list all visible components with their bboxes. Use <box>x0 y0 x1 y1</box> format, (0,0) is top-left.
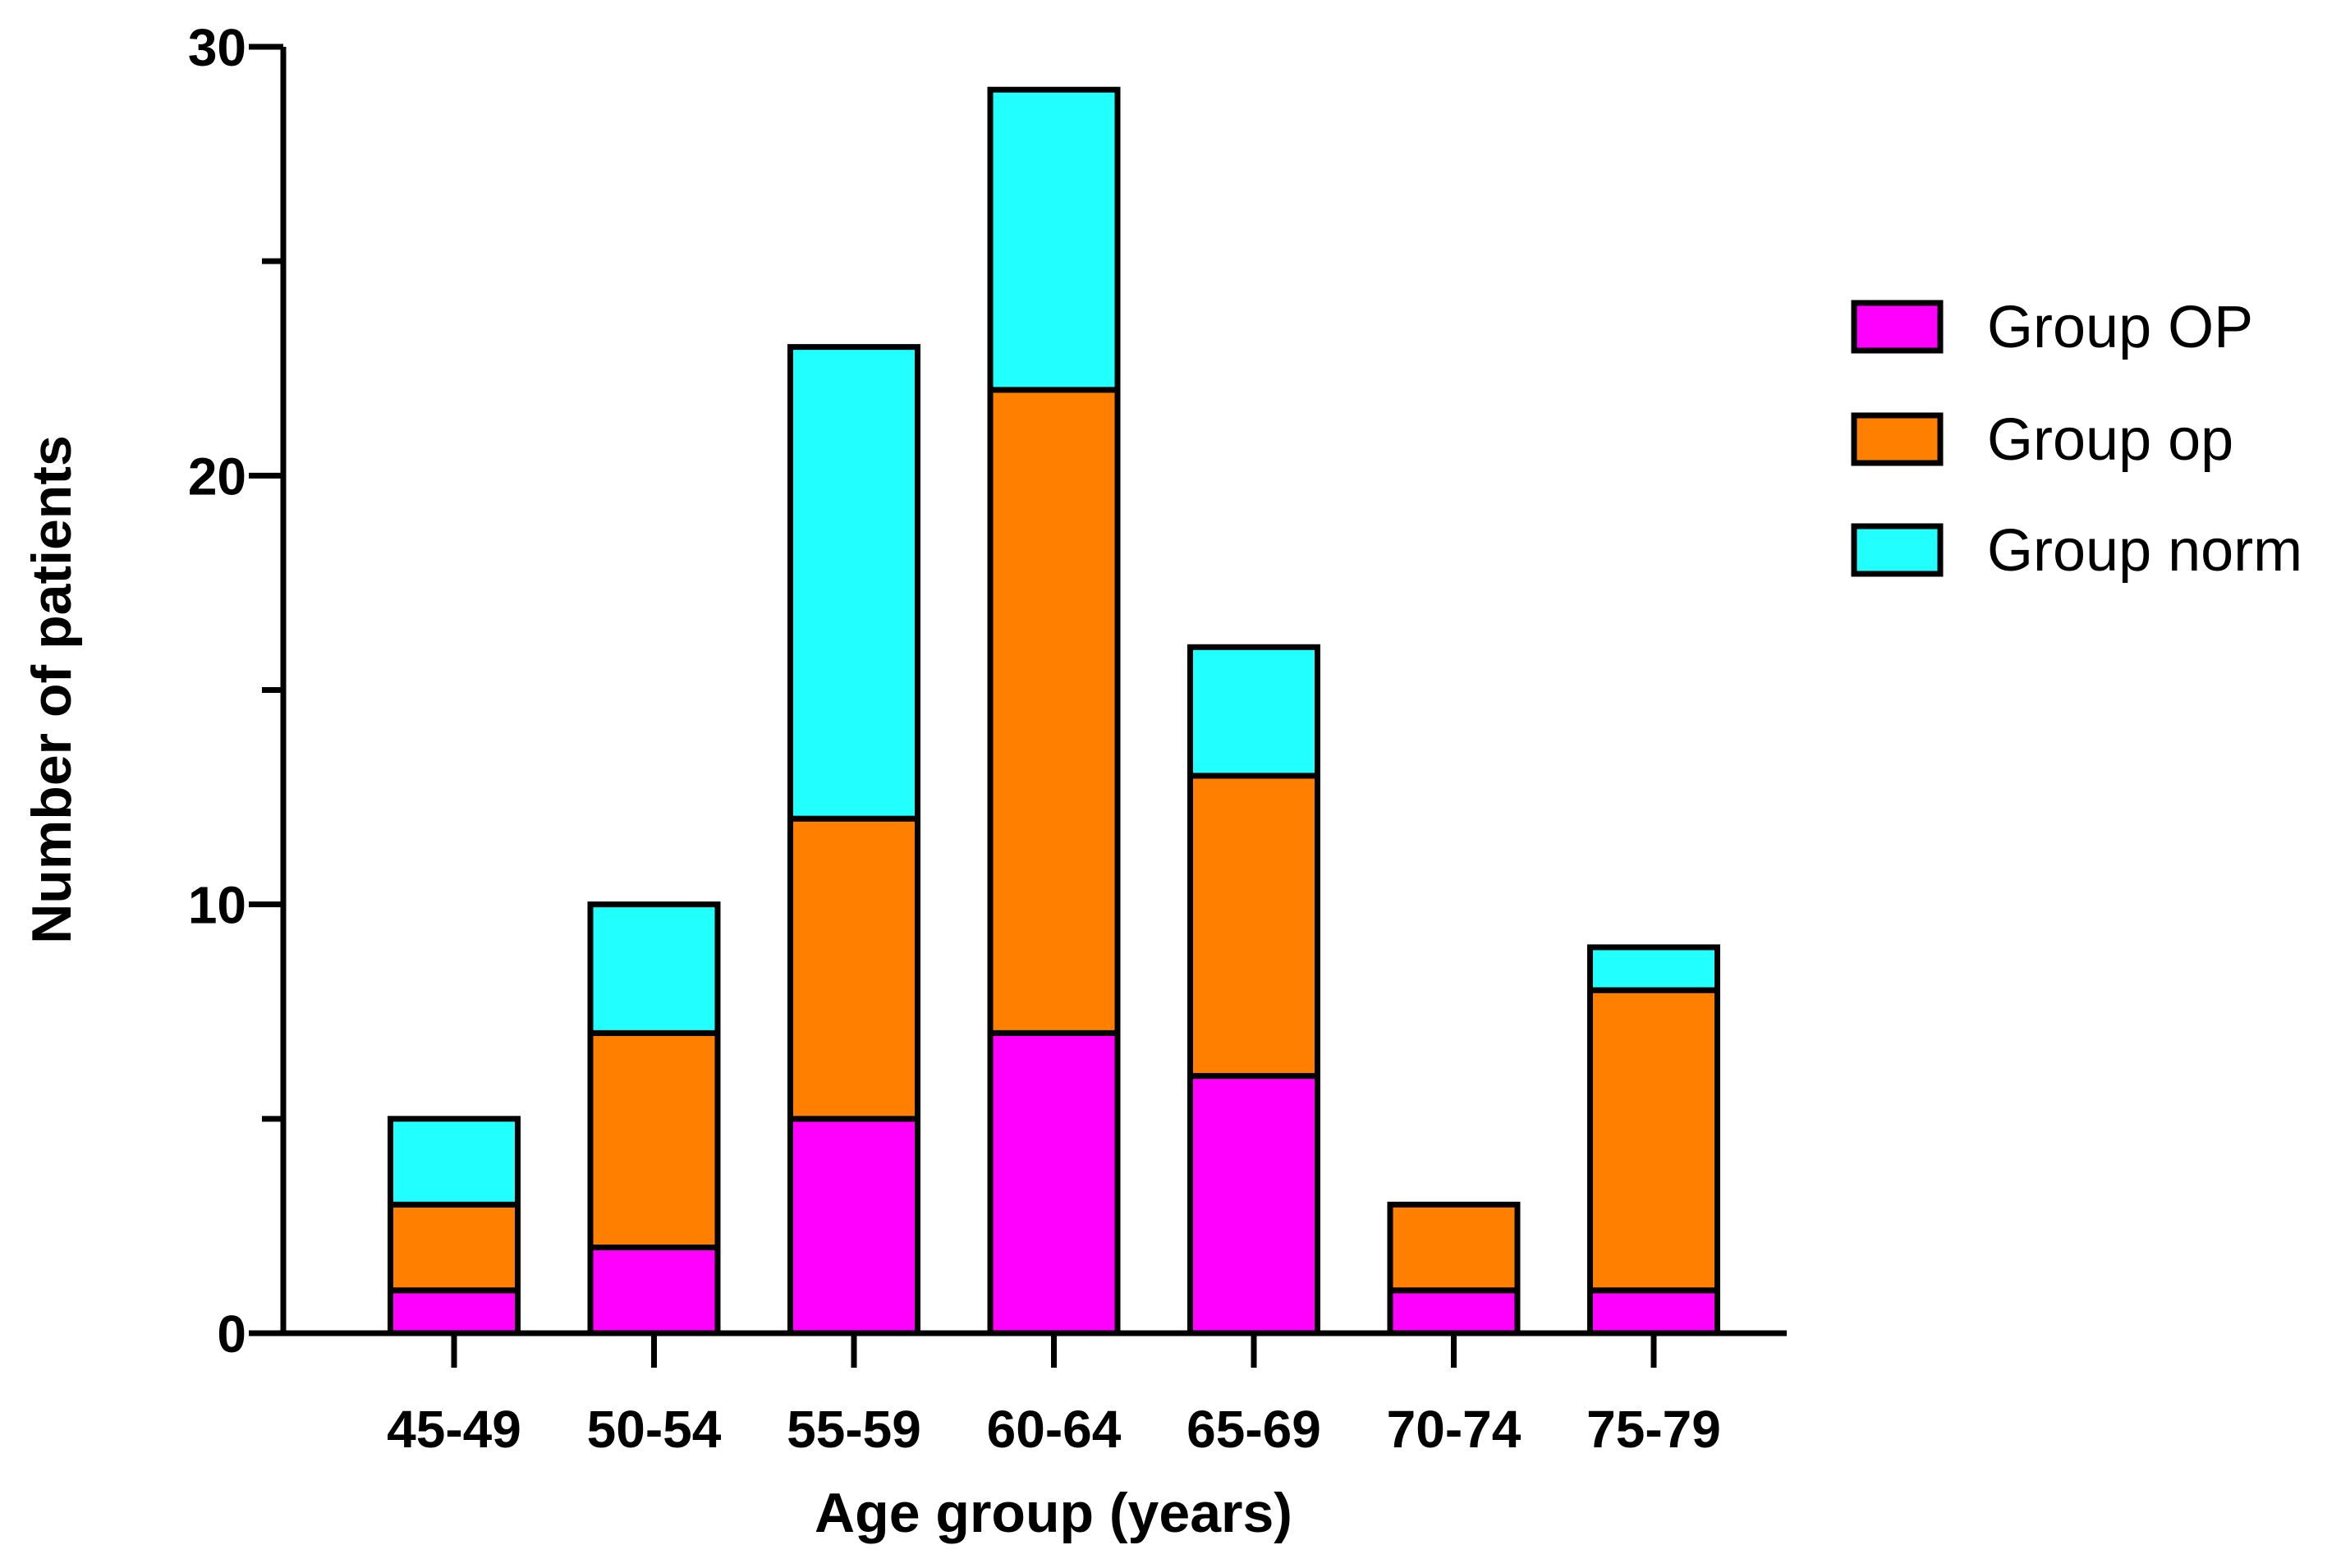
bar-segment-65-69-group-norm <box>1187 644 1320 779</box>
x-tick-label-70-74: 70-74 <box>1387 1400 1522 1459</box>
x-tick-label-60-64: 60-64 <box>987 1400 1122 1459</box>
y-tick-label: 20 <box>188 447 246 506</box>
x-tick-label-55-59: 55-59 <box>787 1400 921 1459</box>
x-axis-title: Age group (years) <box>815 1482 1292 1544</box>
bar-segment-60-64-group-norm <box>987 86 1121 393</box>
x-tick-label-45-49: 45-49 <box>387 1400 521 1459</box>
legend-swatch-group-op <box>1851 300 1944 354</box>
bar-segment-70-74-group-op <box>1387 1287 1521 1336</box>
y-tick-label: 0 <box>217 1304 246 1364</box>
bar-segment-55-59-group-op <box>787 1116 920 1336</box>
bar-segment-45-49-group-op <box>388 1201 521 1294</box>
bar-segment-50-54-group-norm <box>587 901 721 1036</box>
y-axis-title: Number of patients <box>21 435 83 944</box>
x-tick-label-65-69: 65-69 <box>1186 1400 1321 1459</box>
bars-layer <box>388 86 1720 1336</box>
legend-swatch-group-op <box>1851 412 1944 466</box>
bar-segment-75-79-group-op <box>1587 1287 1720 1336</box>
x-tick-label-50-54: 50-54 <box>587 1400 722 1459</box>
y-tick-label: 10 <box>188 876 246 935</box>
legend-label-group-norm: Group norm <box>1987 518 2302 584</box>
bar-segment-55-59-group-op <box>787 815 920 1122</box>
legend-swatch-group-norm <box>1851 523 1944 577</box>
legend-label-group-op: Group OP <box>1987 295 2253 360</box>
bar-segment-65-69-group-op <box>1187 1073 1320 1336</box>
ticks-layer: 0 10 20 30 45-49 50-54 55-59 60-64 65-69 70-74 75-… <box>188 18 1721 1459</box>
legend: Group OP Group op Group norm <box>1851 295 2302 584</box>
x-tick-label-75-79: 75-79 <box>1586 1400 1721 1459</box>
bar-segment-50-54-group-op <box>587 1029 721 1251</box>
bar-segment-75-79-group-norm <box>1587 944 1720 993</box>
bar-segment-60-64-group-op <box>987 387 1121 1036</box>
bar-segment-55-59-group-norm <box>787 344 920 822</box>
bar-segment-50-54-group-op <box>587 1245 721 1336</box>
bar-segment-45-49-group-norm <box>388 1116 521 1208</box>
legend-label-group-op: Group op <box>1987 407 2233 473</box>
bar-segment-75-79-group-op <box>1587 987 1720 1294</box>
bar-segment-60-64-group-op <box>987 1029 1121 1336</box>
bar-segment-65-69-group-op <box>1187 773 1320 1080</box>
bar-segment-45-49-group-op <box>388 1287 521 1336</box>
bar-segment-70-74-group-op <box>1387 1201 1521 1294</box>
y-tick-label: 30 <box>188 18 246 77</box>
